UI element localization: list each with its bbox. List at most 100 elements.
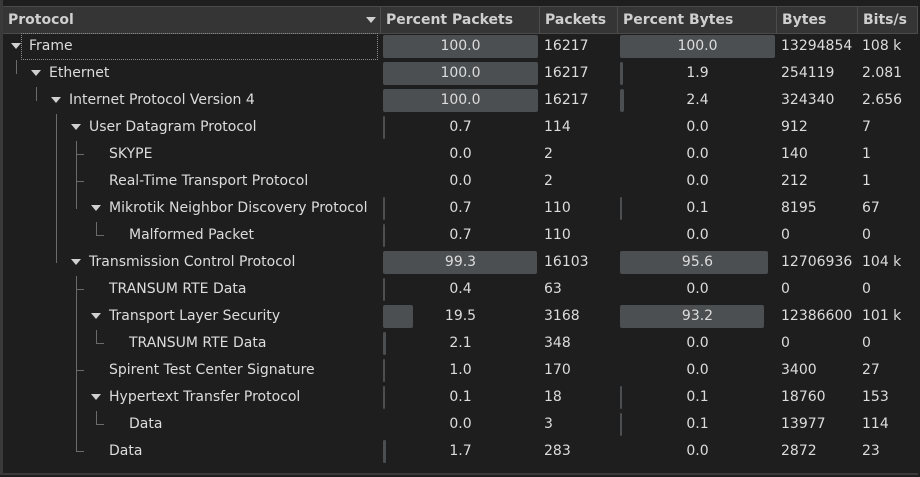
table-row[interactable]: TRANSUM RTE Data 0.4 0.0 63 0 0 <box>3 276 918 303</box>
pct-bytes-cell: 0.0 <box>618 168 777 195</box>
tree-connector-line <box>96 424 104 425</box>
bytes-value: 912 <box>781 119 808 135</box>
tree-connector-line <box>76 181 84 182</box>
table-row[interactable]: Hypertext Transfer Protocol 0.1 0.1 18 18760… <box>3 384 918 411</box>
pct-packets-value: 0.7 <box>449 227 472 243</box>
pct-bytes-cell: 100.0 <box>618 33 777 60</box>
tree-connector-line <box>36 87 37 101</box>
tree-connector-line <box>96 222 97 236</box>
triangle-down-icon[interactable] <box>91 313 101 319</box>
bytes-value: 18760 <box>781 389 826 405</box>
protocol-cell: Data <box>3 411 378 438</box>
pct-packets-bar <box>383 35 538 58</box>
pct-packets-value: 99.3 <box>444 254 477 270</box>
pct-bytes-value: 0.0 <box>686 443 709 459</box>
bytes-value: 2872 <box>781 443 817 459</box>
tree-connector-line <box>76 168 77 195</box>
table-row[interactable]: TRANSUM RTE Data 2.1 0.0 348 0 0 <box>3 330 918 357</box>
column-header-bits[interactable]: Bits/s <box>858 7 918 33</box>
pct-packets-cell: 0.7 <box>381 195 540 222</box>
pct-packets-value: 1.7 <box>449 443 472 459</box>
protocol-cell: Spirent Test Center Signature <box>3 357 378 384</box>
column-header-label: Packets <box>545 12 607 28</box>
pct-packets-bar <box>383 224 385 247</box>
table-row[interactable]: Frame 100.0 100.0 16217 13294854 108 k <box>3 33 918 60</box>
pct-bytes-bar <box>620 62 623 85</box>
pct-bytes-value: 0.0 <box>686 362 709 378</box>
bits-value: 108 k <box>862 38 902 54</box>
protocol-cell: User Datagram Protocol <box>3 114 378 141</box>
tree-connector-line <box>76 411 77 438</box>
pct-bytes-value: 93.2 <box>681 308 714 324</box>
triangle-down-icon[interactable] <box>31 70 41 76</box>
protocol-name: Spirent Test Center Signature <box>109 362 315 378</box>
triangle-down-icon[interactable] <box>71 124 81 130</box>
tree-connector-line <box>96 411 97 425</box>
pct-bytes-value: 0.0 <box>686 281 709 297</box>
pct-bytes-bar <box>620 305 764 328</box>
bytes-value: 0 <box>781 227 790 243</box>
bits-value: 27 <box>862 362 880 378</box>
triangle-down-icon[interactable] <box>11 43 21 49</box>
table-row[interactable]: SKYPE 0.0 0.0 2 140 1 <box>3 141 918 168</box>
pct-packets-cell: 2.1 <box>381 330 540 357</box>
column-header-pct-packets[interactable]: Percent Packets <box>381 7 540 33</box>
bits-value: 1 <box>862 173 871 189</box>
pct-packets-cell: 1.0 <box>381 357 540 384</box>
pct-packets-bar <box>383 305 413 328</box>
column-header-label: Percent Packets <box>386 12 514 28</box>
tree-connector-line <box>76 276 77 303</box>
pct-bytes-cell: 0.0 <box>618 276 777 303</box>
sort-descending-icon[interactable] <box>366 17 376 23</box>
pct-packets-cell: 100.0 <box>381 60 540 87</box>
pct-packets-cell: 100.0 <box>381 87 540 114</box>
protocol-cell: SKYPE <box>3 141 378 168</box>
pct-bytes-value: 95.6 <box>681 254 714 270</box>
packets-value: 3 <box>544 416 553 432</box>
triangle-down-icon[interactable] <box>91 205 101 211</box>
table-row[interactable]: Internet Protocol Version 4 100.0 2.4 16217… <box>3 87 918 114</box>
table-row[interactable]: Spirent Test Center Signature 1.0 0.0 170 34… <box>3 357 918 384</box>
tree-connector-line <box>76 330 77 357</box>
pct-bytes-bar <box>620 413 622 436</box>
table-row[interactable]: Ethernet 100.0 1.9 16217 254119 2.081 <box>3 60 918 87</box>
table-row[interactable]: Malformed Packet 0.7 0.0 110 0 0 <box>3 222 918 249</box>
triangle-down-icon[interactable] <box>91 394 101 400</box>
table-row[interactable]: Real-Time Transport Protocol 0.0 0.0 2 212 1 <box>3 168 918 195</box>
table-row[interactable]: Data 0.0 0.1 3 13977 114 <box>3 411 918 438</box>
column-header-bytes[interactable]: Bytes <box>777 7 858 33</box>
packets-value: 18 <box>544 389 562 405</box>
column-header-pct-bytes[interactable]: Percent Bytes <box>618 7 777 33</box>
packets-value: 63 <box>544 281 562 297</box>
table-row[interactable]: Transmission Control Protocol 99.3 95.6 161… <box>3 249 918 276</box>
protocol-cell: Hypertext Transfer Protocol <box>3 384 378 411</box>
pct-packets-bar <box>383 386 385 409</box>
pct-bytes-value: 0.1 <box>686 389 709 405</box>
pct-packets-cell: 0.0 <box>381 168 540 195</box>
table-row[interactable]: Mikrotik Neighbor Discovery Protocol 0.7 0… <box>3 195 918 222</box>
bytes-value: 0 <box>781 335 790 351</box>
column-header-protocol[interactable]: Protocol <box>3 7 381 33</box>
table-row[interactable]: Transport Layer Security 19.5 93.2 3168 1238… <box>3 303 918 330</box>
pct-packets-value: 0.0 <box>449 173 472 189</box>
pct-bytes-cell: 1.9 <box>618 60 777 87</box>
pct-bytes-bar <box>620 386 622 409</box>
table-row[interactable]: Data 1.7 0.0 283 2872 23 <box>3 438 918 465</box>
triangle-down-icon[interactable] <box>71 259 81 265</box>
column-header-packets[interactable]: Packets <box>540 7 618 33</box>
pct-packets-cell: 100.0 <box>381 33 540 60</box>
bytes-value: 13977 <box>781 416 826 432</box>
protocol-cell: Transport Layer Security <box>3 303 378 330</box>
pct-bytes-cell: 0.1 <box>618 411 777 438</box>
triangle-down-icon[interactable] <box>51 97 61 103</box>
tree-connector-line <box>56 168 57 195</box>
column-header-label: Bits/s <box>863 12 907 28</box>
bits-value: 1 <box>862 146 871 162</box>
pct-packets-cell: 0.7 <box>381 114 540 141</box>
pct-bytes-value: 0.1 <box>686 416 709 432</box>
pct-bytes-bar <box>620 35 775 58</box>
protocol-cell: Real-Time Transport Protocol <box>3 168 378 195</box>
tree-connector-line <box>76 438 77 452</box>
table-row[interactable]: User Datagram Protocol 0.7 0.0 114 912 7 <box>3 114 918 141</box>
